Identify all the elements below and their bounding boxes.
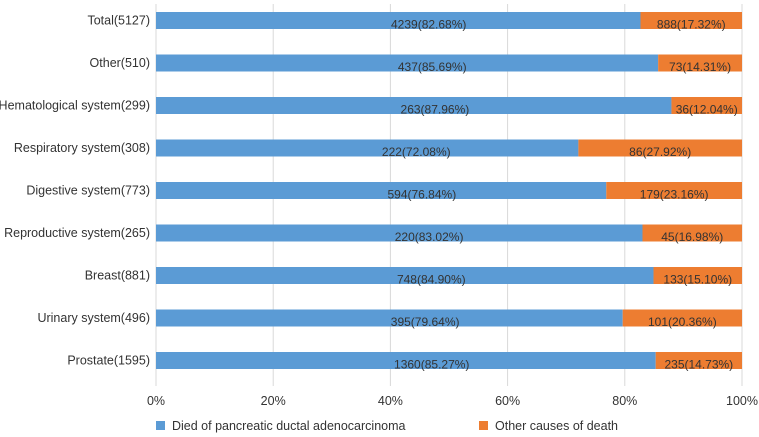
- data-label: 4239(82.68%): [391, 18, 466, 32]
- data-label: 133(15.10%): [663, 273, 732, 287]
- bar-segment-pdac: [156, 309, 623, 327]
- legend-swatch: [156, 421, 165, 430]
- data-label: 748(84.90%): [397, 273, 466, 287]
- bar-segment-pdac: [156, 139, 579, 157]
- data-label: 395(79.64%): [391, 315, 460, 329]
- bar-segment-other-causes: [622, 309, 742, 327]
- bar-segment-pdac: [156, 352, 656, 369]
- data-label: 888(17.32%): [657, 18, 726, 32]
- data-label: 220(83.02%): [395, 230, 464, 244]
- data-label: 235(14.73%): [664, 358, 733, 372]
- data-label: 222(72.08%): [382, 145, 451, 159]
- data-label: 36(12.04%): [676, 103, 738, 117]
- legend: Died of pancreatic ductal adenocarcinoma…: [156, 419, 618, 433]
- bar-segment-other-causes: [655, 352, 742, 369]
- legend-label: Other causes of death: [495, 419, 618, 433]
- bar-segment-other-causes: [653, 267, 742, 284]
- category-label: Hematological system(299): [0, 99, 150, 113]
- bar-segment-pdac: [156, 97, 672, 114]
- legend-swatch: [479, 421, 488, 430]
- category-label: Reproductive system(265): [4, 226, 150, 240]
- data-label: 179(23.16%): [640, 188, 709, 202]
- bars: [156, 12, 742, 369]
- category-label: Respiratory system(308): [14, 141, 150, 155]
- data-label: 86(27.92%): [629, 145, 691, 159]
- bar-segment-pdac: [156, 224, 643, 242]
- bar-segment-pdac: [156, 182, 607, 199]
- bar-segment-pdac: [156, 267, 654, 284]
- bar-segment-other-causes: [578, 139, 742, 157]
- x-tick-label: 20%: [261, 394, 286, 408]
- data-label: 45(16.98%): [661, 230, 723, 244]
- data-label: 594(76.84%): [387, 188, 456, 202]
- category-label: Other(510): [90, 56, 150, 70]
- data-label: 437(85.69%): [398, 60, 467, 74]
- bar-segment-pdac: [156, 54, 659, 72]
- data-label: 73(14.31%): [669, 60, 731, 74]
- bar-segment-other-causes: [640, 12, 742, 29]
- data-label: 263(87.96%): [401, 103, 470, 117]
- x-tick-label: 80%: [612, 394, 637, 408]
- category-axis: Total(5127) Other(510) Hematological syste…: [0, 14, 150, 368]
- x-tick-label: 100%: [726, 394, 758, 408]
- category-label: Digestive system(773): [26, 184, 150, 198]
- category-label: Prostate(1595): [67, 354, 150, 368]
- bar-segment-other-causes: [606, 182, 742, 199]
- category-label: Urinary system(496): [37, 311, 150, 325]
- bar-segment-other-causes: [658, 54, 742, 72]
- x-tick-label: 60%: [495, 394, 520, 408]
- bar-segment-other-causes: [671, 97, 742, 114]
- value-axis: 0% 20% 40% 60% 80% 100%: [147, 394, 758, 408]
- category-label: Breast(881): [85, 269, 150, 283]
- data-label: 1360(85.27%): [394, 358, 469, 372]
- x-tick-label: 0%: [147, 394, 165, 408]
- bar-segment-other-causes: [642, 224, 742, 242]
- data-label: 101(20.36%): [648, 315, 717, 329]
- bar-segment-pdac: [156, 12, 641, 29]
- x-tick-label: 40%: [378, 394, 403, 408]
- legend-label: Died of pancreatic ductal adenocarcinoma: [172, 419, 406, 433]
- category-label: Total(5127): [87, 14, 150, 28]
- bar-labels: 4239(82.68%) 888(17.32%) 437(85.69%) 73(14.…: [382, 18, 738, 372]
